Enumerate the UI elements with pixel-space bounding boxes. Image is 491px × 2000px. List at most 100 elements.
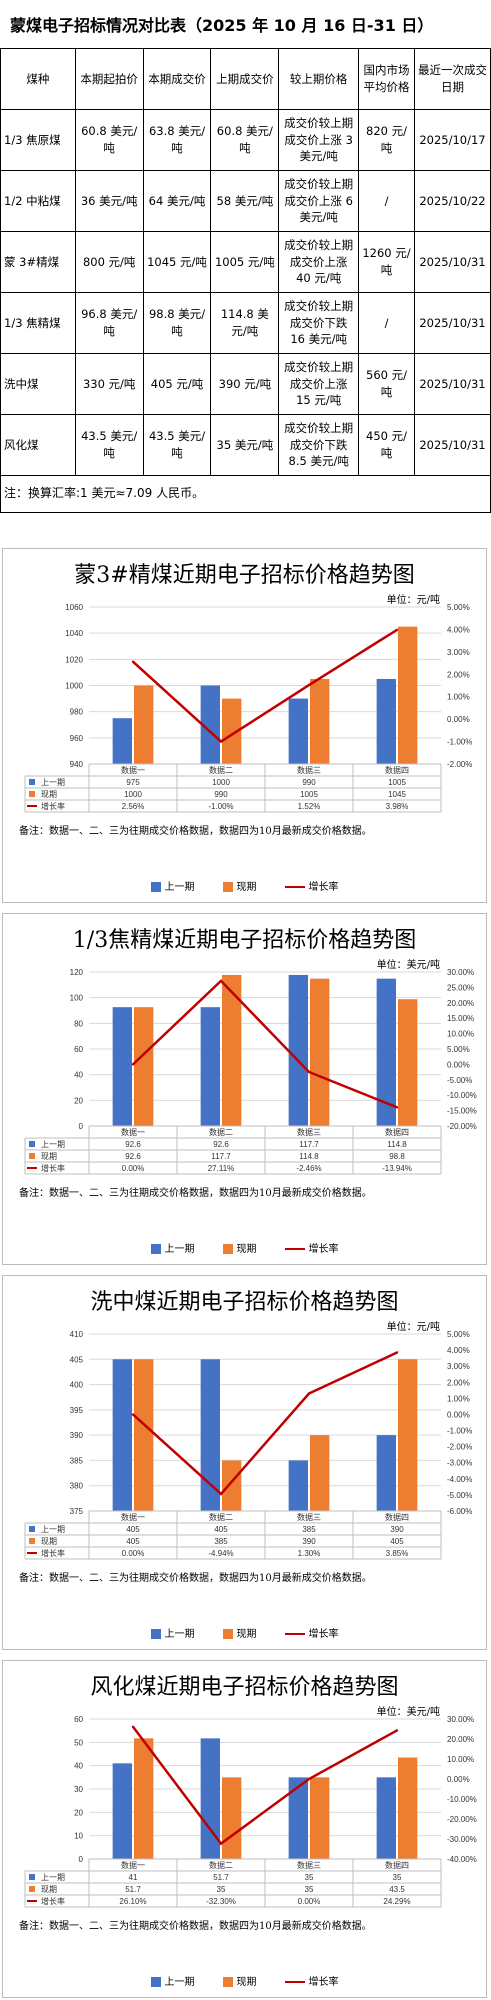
data-label: 390 (390, 1525, 404, 1534)
legend-item: 增长率 (284, 1240, 339, 1255)
y2-tick-label: 10.00% (447, 1030, 474, 1039)
cell-deal-price: 98.8 美元/吨 (142, 292, 212, 354)
legend-item: 增长率 (284, 1973, 339, 1988)
page-title: 蒙煤电子招标情况对比表（2025 年 10 月 16 日-31 日） (10, 16, 434, 35)
cell-change: 成交价较上期成交价上涨 6 美元/吨 (278, 170, 360, 232)
header-start-price: 本期起拍价 (74, 48, 144, 110)
category-label: 数据一 (121, 1860, 145, 1870)
data-label: 35 (393, 1873, 402, 1882)
bar-curr (398, 1757, 418, 1859)
growth-point (219, 979, 223, 983)
table-row: 1/3 焦原煤 60.8 美元/吨 63.8 美元/吨 60.8 美元/吨 成交价较上期… (0, 109, 491, 171)
y2-tick-label: -10.00% (447, 1795, 477, 1804)
cell-last-date: 2025/10/17 (413, 109, 491, 171)
cell-coal-type: 1/3 焦原煤 (0, 109, 76, 171)
bar-prev (376, 678, 396, 764)
category-label: 数据四 (385, 765, 409, 775)
table-row: 洗中煤 330 元/吨 405 元/吨 390 元/吨 成交价较上期成交价上涨 15 元… (0, 353, 491, 415)
y2-tick-label: 5.00% (447, 1330, 470, 1339)
legend-label: 增长率 (308, 1244, 339, 1255)
data-label: 390 (302, 1537, 316, 1546)
growth-point (307, 683, 311, 687)
legend-label: 增长率 (308, 1977, 339, 1988)
category-label: 数据二 (209, 765, 233, 775)
y2-tick-label: 5.00% (447, 603, 470, 612)
cell-start-price: 43.5 美元/吨 (74, 414, 144, 476)
data-label: 0.00% (298, 1897, 321, 1906)
cell-deal-price: 64 美元/吨 (142, 170, 212, 232)
legend-swatch (222, 1244, 233, 1254)
legend-key (29, 1886, 35, 1892)
y-tick-label: 10 (74, 1832, 83, 1841)
data-label: 0.00% (122, 1549, 145, 1558)
bar-curr (310, 678, 330, 764)
legend-item: 现期 (222, 878, 257, 893)
category-label: 数据一 (121, 765, 145, 775)
legend-label: 现期 (236, 882, 257, 893)
cell-start-price: 36 美元/吨 (74, 170, 144, 232)
y-tick-label: 20 (74, 1808, 83, 1817)
data-label: 51.7 (213, 1873, 229, 1882)
cell-coal-type: 1/2 中粘煤 (0, 170, 76, 232)
header-deal-price: 本期成交价 (142, 48, 212, 110)
bar-curr (398, 999, 418, 1126)
y-tick-label: 375 (70, 1507, 84, 1516)
chart-panel: 风化煤近期电子招标价格趋势图 单位：美元/吨 0 10 20 30 40 50 60 -40.00… (2, 1660, 487, 1998)
series-name: 增长率 (41, 1548, 65, 1558)
growth-point (131, 1063, 135, 1066)
bar-prev (200, 1738, 220, 1859)
category-label: 数据二 (209, 1512, 233, 1522)
legend-swatch (222, 1629, 233, 1639)
chart-title: 蒙3#精煤近期电子招标价格趋势图 (74, 563, 415, 588)
exchange-rate-note: 注：换算汇率:1 美元≈7.09 人民币。 (0, 475, 491, 513)
bar-prev (288, 698, 308, 764)
y2-tick-label: 0.00% (447, 1775, 470, 1784)
cell-prev-price: 1005 元/吨 (210, 231, 280, 293)
growth-point (131, 660, 135, 663)
cell-market-avg: / (358, 170, 415, 232)
y-tick-label: 0 (79, 1855, 84, 1864)
header-market-avg: 国内市场平均价格 (358, 48, 415, 110)
y2-tick-label: -1.00% (447, 738, 472, 747)
legend-swatch (284, 1248, 305, 1250)
bar-curr (134, 685, 154, 764)
legend-item: 上一期 (150, 1625, 195, 1640)
y2-tick-label: -20.00% (447, 1815, 477, 1824)
bar-curr (310, 1777, 330, 1859)
cell-coal-type: 1/3 焦精煤 (0, 292, 76, 354)
series-name: 上一期 (41, 1873, 65, 1882)
data-label: 990 (214, 790, 228, 799)
bar-prev (112, 1359, 132, 1511)
data-label: 405 (390, 1537, 404, 1546)
chart-legend: 上一期 现期 增长率 (3, 1973, 486, 1988)
growth-line (132, 1351, 398, 1496)
cell-prev-price: 35 美元/吨 (210, 414, 280, 476)
y-tick-label: 960 (70, 734, 84, 743)
chart-panel: 蒙3#精煤近期电子招标价格趋势图 单位：元/吨 940 960 980 1000 1020 1… (2, 548, 487, 903)
growth-line (132, 628, 398, 744)
legend-swatch (284, 1633, 305, 1635)
category-label: 数据四 (385, 1127, 409, 1137)
series-name: 上一期 (41, 1140, 65, 1149)
bar-curr (222, 698, 242, 764)
data-label: 117.7 (299, 1140, 319, 1149)
chart-legend: 上一期 现期 增长率 (3, 878, 486, 893)
chart-svg: 0 10 20 30 40 50 60 -40.00% -30.00% -20.00% -10.00… (24, 1715, 477, 1908)
data-label: -4.94% (208, 1549, 233, 1558)
cell-coal-type: 洗中煤 (0, 353, 76, 415)
chart-footnote: 备注：数据一、二、三为往期成交价格数据，数据四为10月最新成交价格数据。 (19, 1921, 372, 1932)
cell-change: 成交价较上期成交价下跌 8.5 美元/吨 (278, 414, 360, 476)
comparison-table: 煤种 本期起拍价 本期成交价 上期成交价 较上期价格 国内市场平均价格 最近一次… (0, 48, 491, 513)
y-tick-label: 395 (70, 1406, 84, 1415)
y-tick-label: 410 (70, 1330, 84, 1339)
category-label: 数据二 (209, 1860, 233, 1870)
legend-swatch (284, 1981, 305, 1983)
growth-point (219, 740, 223, 743)
legend-key (29, 779, 35, 785)
table-row: 风化煤 43.5 美元/吨 43.5 美元/吨 35 美元/吨 成交价较上期成交价下跌 … (0, 414, 491, 476)
data-label: 35 (217, 1885, 226, 1894)
bar-curr (134, 1738, 154, 1859)
bar-curr (310, 1435, 330, 1511)
y-tick-label: 385 (70, 1456, 84, 1465)
chart-title: 1/3焦精煤近期电子招标价格趋势图 (72, 928, 417, 953)
